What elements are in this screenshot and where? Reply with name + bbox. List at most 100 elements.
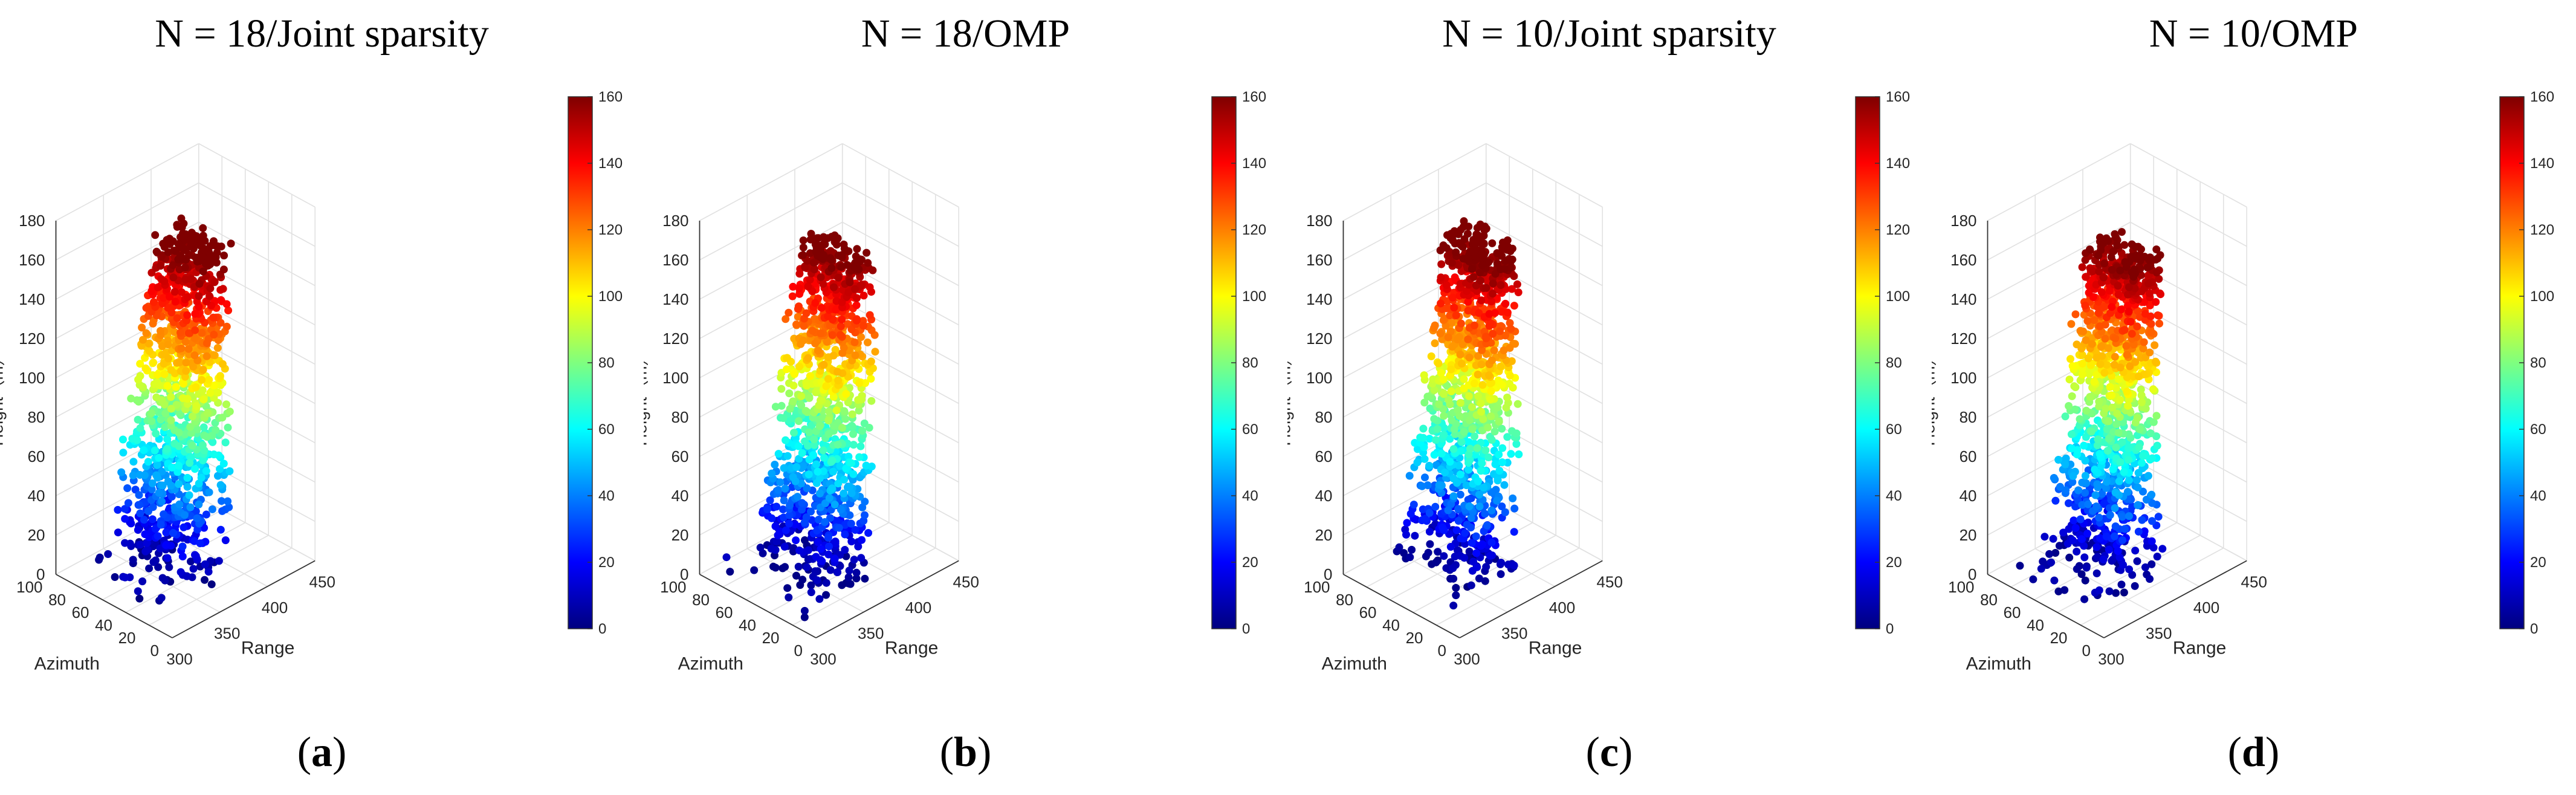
scatter-point bbox=[2078, 351, 2086, 359]
scatter-point bbox=[181, 430, 189, 438]
scatter-point bbox=[2081, 576, 2089, 585]
colorbar-tick-label: 140 bbox=[1886, 155, 1910, 172]
scatter-point bbox=[2080, 595, 2089, 603]
colorbar-tick-label: 0 bbox=[1886, 621, 1894, 637]
scatter-point bbox=[780, 496, 788, 505]
scatter-point bbox=[2153, 441, 2161, 450]
scatter-point bbox=[1452, 591, 1460, 600]
scatter-point bbox=[2084, 500, 2092, 508]
scatter-point bbox=[192, 402, 201, 410]
scatter-point bbox=[2106, 309, 2115, 317]
scatter-point bbox=[834, 273, 843, 282]
scatter-point bbox=[871, 348, 879, 356]
height-tick-label: 140 bbox=[1306, 290, 1332, 308]
scatter-point bbox=[2103, 478, 2111, 486]
scatter-point bbox=[832, 406, 841, 415]
scatter-point bbox=[193, 425, 201, 433]
scatter-point bbox=[1487, 297, 1495, 306]
scatter-point bbox=[2113, 241, 2121, 249]
scatter-point bbox=[780, 542, 789, 551]
scatter-point bbox=[771, 403, 780, 411]
scatter-point bbox=[1431, 339, 1439, 348]
height-tick-label: 100 bbox=[1306, 369, 1332, 387]
scatter-point bbox=[2069, 472, 2077, 480]
scatter-point bbox=[2146, 301, 2154, 310]
scatter-point bbox=[2040, 533, 2049, 541]
scatter-point bbox=[1477, 276, 1484, 285]
scatter-point bbox=[823, 337, 831, 346]
scatter-point bbox=[153, 371, 161, 379]
scatter-point bbox=[2097, 242, 2105, 251]
scatter-point bbox=[224, 423, 232, 432]
scatter-point bbox=[1477, 360, 1486, 369]
colorbar-tick-label: 120 bbox=[2530, 222, 2554, 238]
scatter-point bbox=[2112, 589, 2120, 597]
scatter-point bbox=[844, 247, 853, 255]
scatter-point bbox=[136, 372, 144, 380]
scatter-point bbox=[845, 384, 853, 392]
scatter-point bbox=[219, 265, 228, 274]
scatter-point bbox=[175, 442, 183, 450]
scatter-point bbox=[852, 316, 861, 325]
scatter-point bbox=[776, 478, 785, 487]
scatter-point bbox=[2125, 456, 2133, 464]
scatter-point bbox=[1425, 461, 1434, 470]
scatter-point bbox=[812, 460, 820, 469]
scatter-point bbox=[1489, 279, 1497, 288]
scatter-point bbox=[205, 488, 213, 496]
scatter-point bbox=[785, 511, 794, 519]
scatter-point bbox=[136, 509, 144, 518]
height-tick-label: 40 bbox=[28, 487, 45, 505]
scatter-point bbox=[157, 262, 165, 270]
scatter-point bbox=[2121, 258, 2129, 266]
scatter-point bbox=[1503, 236, 1512, 244]
scatter-point bbox=[190, 351, 199, 360]
colorbar-tick-label: 20 bbox=[1242, 554, 1258, 571]
scatter-point bbox=[202, 352, 211, 360]
scatter-point bbox=[1420, 455, 1429, 463]
scatter-point bbox=[2093, 441, 2102, 450]
range-tick-label: 400 bbox=[262, 599, 288, 617]
scatter-point bbox=[1468, 403, 1476, 411]
scatter-point bbox=[1510, 504, 1519, 513]
scatter-point bbox=[816, 474, 824, 482]
scatter-point bbox=[1470, 379, 1478, 388]
scatter-point bbox=[849, 470, 858, 478]
colorbar-tick-label: 140 bbox=[2530, 155, 2554, 172]
scatter-point bbox=[2154, 513, 2163, 521]
scatter-point bbox=[1498, 458, 1506, 467]
scatter-point bbox=[855, 453, 864, 461]
scatter-point bbox=[2111, 334, 2120, 343]
scatter-point bbox=[2076, 515, 2085, 524]
scatter-point bbox=[830, 554, 839, 563]
scatter-point bbox=[1426, 404, 1434, 413]
panel-label: (b) bbox=[939, 729, 992, 776]
scatter-point bbox=[2095, 450, 2104, 458]
scatter-point bbox=[2131, 582, 2139, 590]
scatter-point bbox=[864, 338, 872, 346]
colorbar-tick-label: 140 bbox=[1242, 155, 1266, 172]
scatter-point bbox=[182, 359, 190, 367]
scatter-point bbox=[2101, 334, 2109, 343]
scatter-point bbox=[1472, 549, 1481, 557]
axes bbox=[1342, 221, 1603, 638]
azimuth-tick-label: 40 bbox=[2027, 616, 2044, 634]
scatter-point bbox=[198, 329, 206, 337]
scatter-point bbox=[1486, 319, 1495, 327]
scatter-point bbox=[2095, 267, 2103, 276]
scatter-point bbox=[214, 472, 222, 480]
colorbar-tick-label: 60 bbox=[1242, 421, 1258, 438]
scatter-point bbox=[2111, 504, 2119, 512]
scatter-point bbox=[147, 417, 156, 426]
chart-panel-b: N = 18/OMP (b) 300 350 400 450 0 20 40 60 80 100 0 20… bbox=[644, 0, 1287, 795]
scatter-point bbox=[2149, 544, 2158, 552]
scatter-point bbox=[2142, 496, 2150, 504]
scatter-point bbox=[2082, 273, 2090, 281]
scatter-point bbox=[1421, 514, 1429, 523]
scatter-point bbox=[178, 542, 187, 551]
scatter-point bbox=[780, 464, 788, 472]
scatter-point bbox=[2112, 384, 2120, 392]
scatter-point bbox=[1506, 371, 1514, 380]
scatter-point bbox=[1440, 526, 1448, 534]
scatter-point bbox=[2140, 338, 2148, 346]
